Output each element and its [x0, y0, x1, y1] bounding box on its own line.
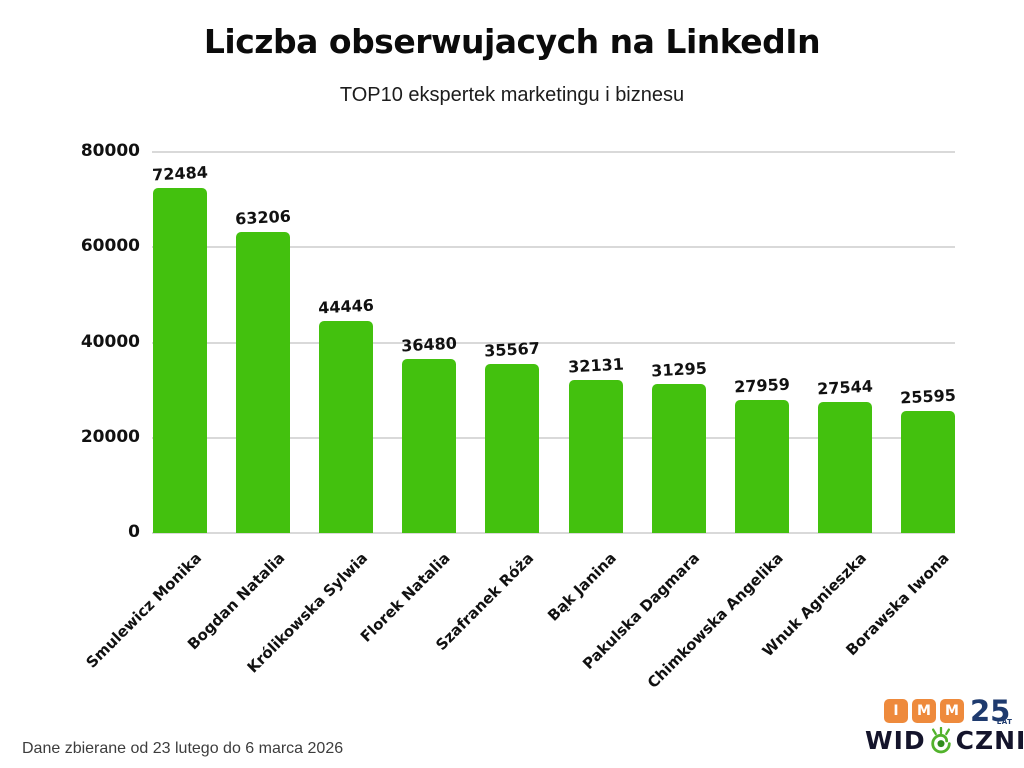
widoczni-logo-text: WID — [865, 726, 926, 755]
footnote: Dane zbierane od 23 lutego do 6 marca 20… — [22, 740, 344, 757]
bar — [900, 411, 955, 533]
bar-value-label: 72484 — [151, 162, 209, 185]
imm-logo-block: I — [884, 699, 908, 723]
y-axis-tick: 20000 — [80, 426, 140, 447]
x-axis-label: Smulewicz Monika — [82, 549, 205, 672]
y-axis-tick: 60000 — [80, 236, 140, 257]
bar-value-label: 63206 — [234, 206, 292, 229]
bar — [651, 383, 706, 533]
imm-anniversary: 25 LAT — [970, 694, 1013, 728]
bar — [153, 187, 207, 533]
chart-title: Liczba obserwujacych na LinkedIn — [203, 22, 821, 61]
gridline — [152, 151, 955, 153]
bar — [402, 359, 457, 533]
chart-subtitle: TOP10 ekspertek marketingu i biznesu — [339, 84, 685, 106]
widoczni-logo: WID CZNI — [865, 726, 1024, 755]
widoczni-logo-text: CZNI — [955, 726, 1024, 755]
bar — [319, 321, 374, 533]
bar-chart-plot-area: 72484 63206 44446 36480 35567 32131 31295 27959… — [152, 151, 956, 534]
bar — [485, 363, 540, 533]
x-axis-label: Florek Natalia — [357, 549, 455, 646]
gridline — [152, 436, 955, 439]
imm-logo-block: M — [940, 699, 964, 723]
bar — [236, 231, 291, 533]
x-axis-label: Chimkowska Angelika — [643, 549, 787, 692]
gridline — [152, 341, 955, 344]
widoczni-eye-icon — [930, 726, 951, 753]
imm-logo-block: M — [912, 699, 936, 723]
x-axis-label: Bąk Janina — [544, 549, 621, 625]
bar — [568, 379, 623, 533]
bar — [734, 399, 789, 533]
bar — [817, 401, 872, 533]
gridline — [152, 246, 955, 249]
gridline — [152, 532, 955, 534]
y-axis-tick: 0 — [128, 522, 140, 542]
bar-value-label: 44446 — [317, 295, 375, 318]
y-axis-tick: 80000 — [80, 141, 140, 161]
y-axis-tick: 40000 — [80, 331, 140, 352]
